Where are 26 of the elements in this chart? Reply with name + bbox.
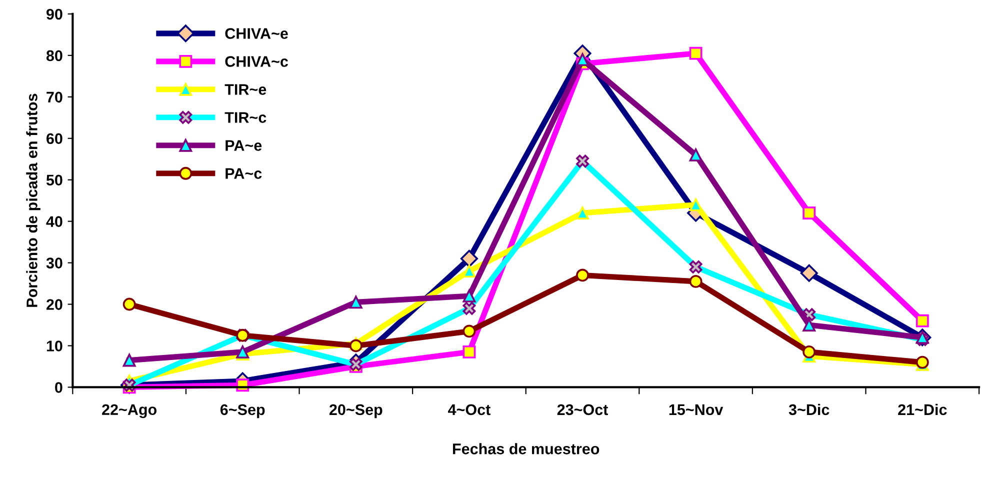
y-tick-label: 90: [46, 8, 62, 20]
legend-label: TIR~e: [224, 84, 266, 95]
x-tick-label: 4~Oct: [448, 404, 490, 416]
y-tick-label: 40: [46, 216, 62, 227]
legend-label: TIR~c: [224, 112, 266, 123]
y-tick-label: 80: [46, 50, 62, 62]
x-axis-title: Fechas de muestreo: [453, 443, 600, 454]
legend-label: PA~e: [226, 140, 262, 151]
x-tick-label: 20~Sep: [329, 404, 382, 418]
x-tick-label: 21~Dic: [898, 404, 947, 416]
x-tick-label: 6~Sep: [220, 404, 265, 418]
x-tick-label: 23~Oct: [557, 404, 608, 416]
y-axis-title: Porciento de picada en frutos: [26, 94, 40, 307]
y-tick-label: 10: [46, 340, 62, 352]
y-tick-label: 70: [46, 92, 62, 103]
x-tick-label: 15~Nov: [669, 404, 724, 416]
y-tick-label: 50: [46, 174, 62, 186]
y-tick-label: 20: [46, 299, 62, 310]
x-tick-label: 3~Dic: [788, 404, 830, 416]
y-tick-label: 0: [55, 382, 62, 393]
y-tick-label: 30: [46, 258, 62, 268]
legend-label: CHIVA~e: [225, 28, 288, 39]
legend-label: CHIVA~c: [225, 56, 288, 67]
x-tick-label: 22~Ago: [102, 404, 157, 418]
y-tick-label: 60: [46, 133, 62, 144]
legend-label: PA~c: [226, 168, 262, 179]
